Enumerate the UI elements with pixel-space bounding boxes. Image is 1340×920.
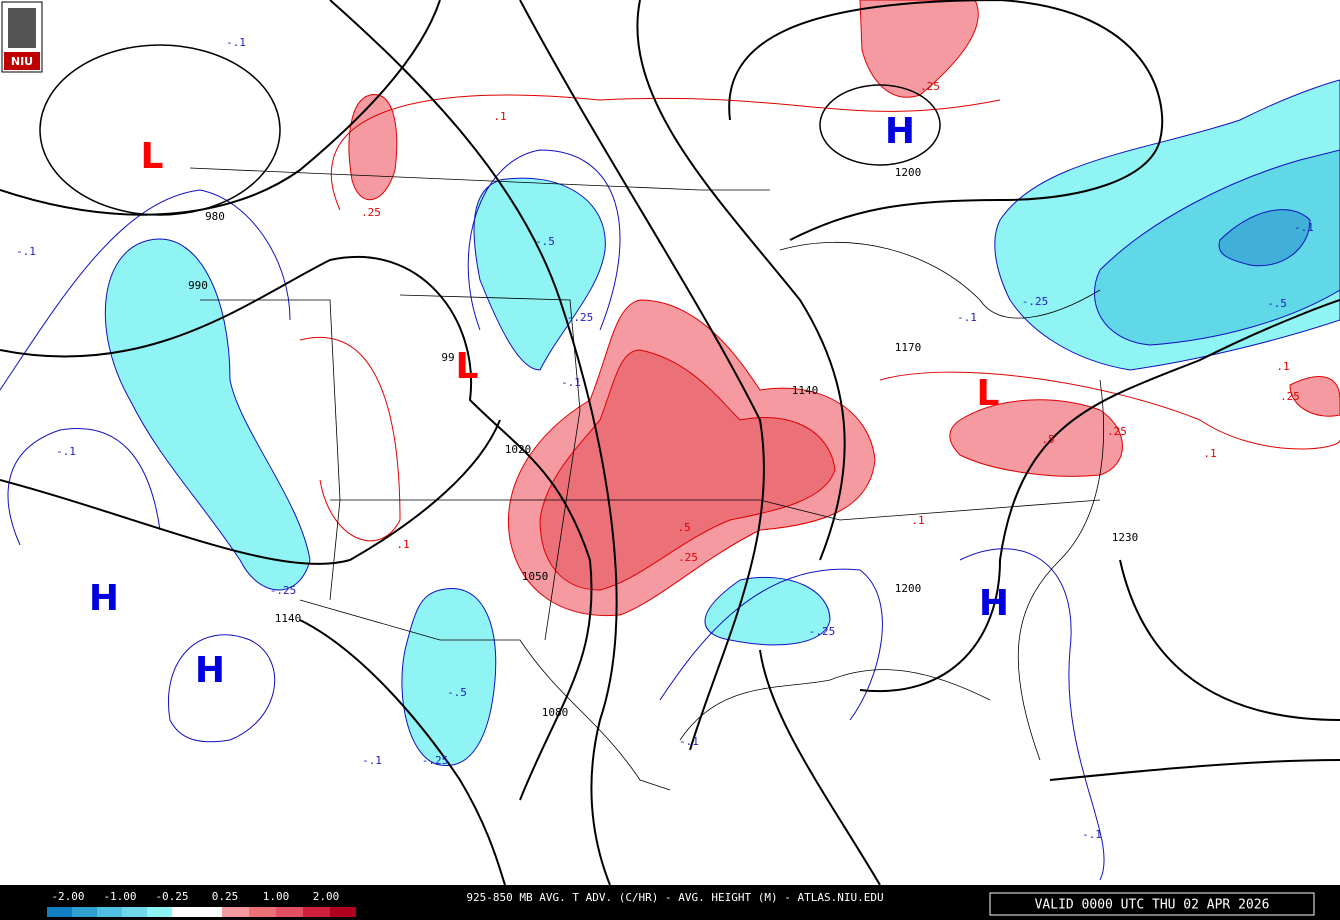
height-label: 1200 — [895, 166, 922, 179]
height-label: 1050 — [522, 570, 549, 583]
advection-label: .25 — [920, 80, 940, 93]
height-label: 990 — [188, 279, 208, 292]
advection-label: -.25 — [422, 754, 449, 767]
legend-swatch — [249, 907, 276, 917]
height-label: 980 — [205, 210, 225, 223]
legend-swatch — [222, 907, 249, 917]
advection-label: -.1 — [16, 245, 36, 258]
height-labels: 980 990 99 1020 1050 1140 1080 1170 1140… — [188, 166, 1138, 719]
logo-band — [4, 52, 40, 70]
legend-swatch — [276, 907, 303, 917]
advection-label: -.1 — [679, 735, 699, 748]
high-center: H — [979, 583, 1009, 624]
legend-swatch — [72, 907, 97, 917]
low-center: L — [456, 346, 479, 387]
advection-label: -.25 — [567, 311, 594, 324]
legend-swatch — [97, 907, 122, 917]
height-label: 1170 — [895, 341, 922, 354]
height-label: 1140 — [275, 612, 302, 625]
cold-advection-areas — [104, 79, 1340, 767]
legend-label: 0.25 — [212, 890, 239, 903]
legend-label: 2.00 — [313, 890, 340, 903]
height-label: 1020 — [505, 443, 532, 456]
advection-label: -.25 — [1022, 295, 1049, 308]
advection-label: -.25 — [809, 625, 836, 638]
advection-label: .25 — [1107, 425, 1127, 438]
borders — [189, 167, 1104, 791]
advection-labels: .1 .25 -.1 -.1 -.1 -.5 -.25 -.1 .1 .5 .2… — [16, 36, 1314, 841]
legend-swatch — [172, 907, 197, 917]
height-label: 1080 — [542, 706, 569, 719]
legend-swatch — [122, 907, 147, 917]
low-center: L — [977, 373, 1000, 414]
legend-label: -0.25 — [155, 890, 188, 903]
pressure-centers: L L L H H H H — [89, 111, 1009, 691]
advection-label: .1 — [396, 538, 409, 551]
advection-contours — [0, 94, 1340, 881]
advection-label: -.1 — [957, 311, 977, 324]
advection-label: .5 — [1041, 433, 1054, 446]
height-contours — [0, 0, 1340, 886]
warm-advection-areas — [348, 0, 1340, 617]
advection-label: -.1 — [561, 376, 581, 389]
advection-label: .1 — [493, 110, 506, 123]
legend-label: -1.00 — [103, 890, 136, 903]
advection-label: .25 — [1280, 390, 1300, 403]
height-label: 99 — [441, 351, 454, 364]
legend-label: 1.00 — [263, 890, 290, 903]
advection-label: -.1 — [56, 445, 76, 458]
valid-time: VALID 0000 UTC THU 02 APR 2026 — [1035, 898, 1270, 913]
advection-label: -.25 — [270, 584, 297, 597]
advection-label: -.1 — [1294, 221, 1314, 234]
footer-title: 925-850 MB AVG. T ADV. (C/HR) - AVG. HEI… — [466, 891, 883, 904]
legend-swatch — [303, 907, 330, 917]
height-label: 1140 — [792, 384, 819, 397]
logo-text: NIU — [11, 55, 33, 68]
height-label: 1200 — [895, 582, 922, 595]
high-center: H — [885, 111, 915, 152]
advection-label: -.5 — [535, 235, 555, 248]
advection-label: -.5 — [1267, 297, 1287, 310]
legend-swatch — [330, 907, 356, 917]
legend-swatch — [47, 907, 72, 917]
legend-label: -2.00 — [51, 890, 84, 903]
advection-label: .25 — [678, 551, 698, 564]
advection-label: -.1 — [1082, 828, 1102, 841]
height-label: 1230 — [1112, 531, 1139, 544]
advection-label: -.1 — [226, 36, 246, 49]
legend-swatch — [197, 907, 222, 917]
high-center: H — [195, 650, 225, 691]
advection-label: -.1 — [362, 754, 382, 767]
advection-label: -.5 — [447, 686, 467, 699]
high-center: H — [89, 578, 119, 619]
legend: -2.00 -1.00 -0.25 0.25 1.00 2.00 — [47, 890, 356, 917]
advection-label: .1 — [911, 514, 924, 527]
valid-box — [989, 892, 1315, 916]
advection-label: .25 — [361, 206, 381, 219]
advection-label: .1 — [1276, 360, 1289, 373]
logo-emblem — [8, 8, 36, 48]
legend-swatch — [147, 907, 172, 917]
advection-label: .5 — [677, 521, 690, 534]
low-center: L — [141, 136, 164, 177]
advection-label: .1 — [1203, 447, 1216, 460]
